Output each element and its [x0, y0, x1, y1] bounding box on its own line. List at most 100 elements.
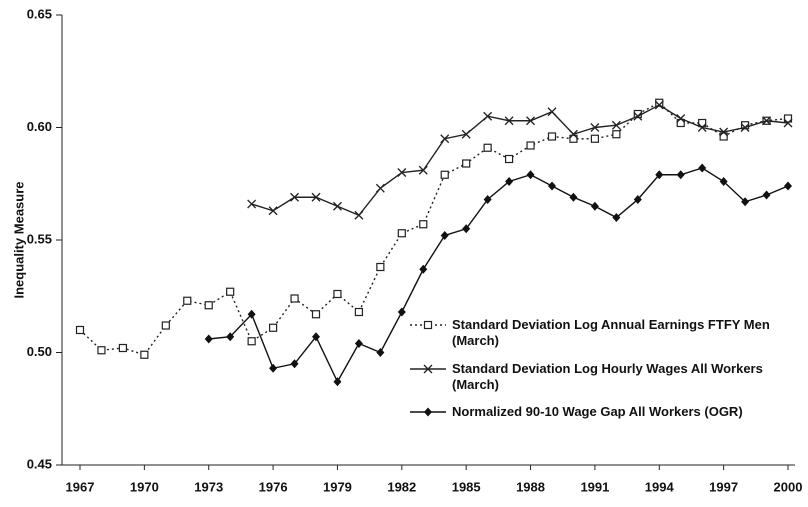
point [676, 118, 685, 128]
x-tick-label: 1985 [452, 479, 481, 494]
point [226, 332, 235, 342]
point [268, 206, 278, 216]
point [419, 264, 428, 274]
point [397, 307, 406, 317]
point [290, 294, 299, 303]
point [740, 121, 750, 130]
point [698, 163, 707, 173]
point [354, 210, 364, 220]
x-tick-label: 1997 [709, 479, 738, 494]
point [462, 159, 471, 168]
legend-label: Normalized 90-10 Wage Gap All Workers (O… [452, 404, 743, 419]
x-tick-label: 1970 [130, 479, 159, 494]
point [290, 192, 300, 202]
point [290, 359, 299, 369]
point [461, 129, 471, 139]
point [311, 310, 321, 319]
point [569, 134, 578, 143]
point [676, 114, 686, 123]
x-tick-label: 1994 [645, 479, 675, 494]
legend-marker [423, 320, 433, 330]
x-tick-label: 1979 [323, 479, 352, 494]
point [504, 154, 514, 164]
point [183, 296, 192, 305]
point [505, 177, 514, 186]
point [397, 168, 407, 177]
series-line [208, 167, 789, 384]
point [226, 287, 235, 296]
point [97, 346, 106, 355]
point [247, 337, 256, 346]
point [612, 213, 621, 222]
y-tick-label: 0.65 [27, 6, 52, 21]
point [547, 107, 557, 117]
point [75, 325, 85, 335]
point [784, 181, 792, 191]
x-tick-label: 1982 [387, 479, 416, 494]
point [204, 334, 213, 344]
point [332, 201, 342, 211]
point [440, 134, 450, 144]
point [590, 123, 600, 132]
point [204, 301, 213, 310]
point [118, 343, 128, 353]
point [611, 120, 621, 130]
point [376, 348, 385, 357]
point [698, 118, 707, 128]
legend-marker [424, 407, 432, 417]
point [440, 231, 449, 240]
point [568, 129, 578, 139]
point [740, 123, 750, 132]
point [161, 321, 170, 330]
point [140, 350, 149, 359]
point [569, 192, 578, 202]
point [333, 377, 342, 387]
y-tick-label: 0.50 [27, 344, 52, 359]
point [440, 170, 449, 179]
point [269, 363, 278, 373]
x-tick-label: 1973 [194, 479, 223, 494]
point [462, 224, 471, 234]
point [719, 177, 728, 186]
point [268, 323, 278, 332]
point [590, 134, 600, 143]
point [418, 165, 428, 175]
point [354, 339, 363, 348]
point [397, 229, 406, 238]
point [504, 116, 514, 126]
legend-label: Standard Deviation Log Hourly Wages All … [452, 361, 763, 392]
point [548, 181, 556, 191]
point [312, 332, 320, 342]
point [741, 197, 750, 207]
point [483, 111, 493, 121]
x-tick-label: 1988 [516, 479, 545, 494]
point [762, 116, 772, 126]
point [676, 170, 685, 180]
point [419, 220, 428, 229]
point [526, 116, 536, 126]
y-tick-label: 0.55 [27, 231, 52, 246]
point [633, 111, 643, 121]
legend-label: Standard Deviation Log Annual Earnings F… [452, 317, 770, 348]
point [376, 262, 385, 272]
x-tick-label: 1967 [66, 479, 95, 494]
point [697, 123, 707, 132]
point [719, 132, 728, 141]
legend-marker [423, 364, 433, 374]
y-tick-label: 0.60 [27, 119, 52, 134]
point [762, 190, 771, 200]
point [526, 170, 535, 180]
point [655, 170, 664, 180]
point [483, 195, 492, 204]
point [612, 130, 621, 139]
x-tick-label: 1991 [580, 479, 609, 494]
point [719, 127, 729, 137]
point [526, 141, 535, 150]
point [654, 100, 664, 110]
point [483, 143, 492, 152]
point [783, 118, 793, 128]
x-tick-label: 2000 [774, 479, 803, 494]
point [547, 132, 557, 141]
